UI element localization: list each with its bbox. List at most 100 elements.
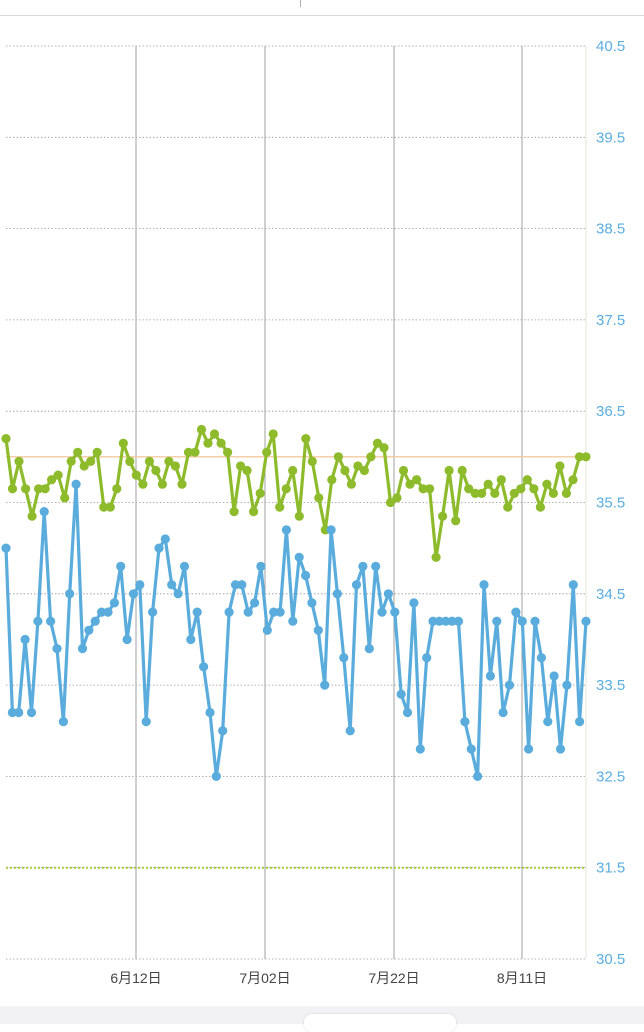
series-2-point <box>288 616 298 626</box>
series-1-point <box>470 488 480 498</box>
x-tick-label: 6月12日 <box>110 970 161 986</box>
series-1-point <box>40 484 50 494</box>
series-2-point <box>517 616 527 626</box>
series-1-point <box>333 452 343 462</box>
series-1-point <box>92 447 102 457</box>
series-1-point <box>288 465 298 476</box>
series-2-point <box>39 507 49 517</box>
series-2-point <box>460 717 470 727</box>
y-tick-label: 37.5 <box>596 312 625 329</box>
series-2-point <box>345 726 355 736</box>
series-1-point <box>177 479 187 489</box>
series-1-point <box>21 484 31 494</box>
y-tick-label: 35.5 <box>596 495 625 512</box>
series-2-point <box>434 616 444 626</box>
reference-lines <box>6 456 586 869</box>
series-2-point <box>65 589 75 599</box>
series-2-point <box>173 589 183 599</box>
series-2-point <box>498 707 508 718</box>
series-1-point <box>529 484 539 494</box>
series-1-point <box>314 493 324 503</box>
series-2-point <box>351 580 362 590</box>
series-2-point <box>109 598 119 608</box>
series-2-point <box>84 625 94 635</box>
segment-year[interactable] <box>480 1014 630 1032</box>
series-2-point <box>453 616 464 626</box>
series-1-point <box>262 447 272 457</box>
series-2-point <box>97 607 107 617</box>
series-1-point <box>73 447 83 457</box>
series-1-point <box>385 497 396 508</box>
y-axis-ticks: 40.5 39.5 38.5 37.5 36.5 35.5 34.5 33.5 32.5 31.5… <box>596 38 625 968</box>
series-1-point <box>542 479 552 489</box>
series-2-point <box>326 525 336 535</box>
series-1-point <box>183 447 194 457</box>
series-2-point <box>536 653 547 663</box>
series-2-point <box>211 771 221 782</box>
series-1-point <box>490 488 500 498</box>
series-2-point <box>422 653 432 663</box>
series-1-point <box>483 479 493 489</box>
x-tick-label: 7月22日 <box>368 970 419 986</box>
series-1-point <box>157 479 167 489</box>
series-2-point <box>575 717 585 727</box>
series-2-point <box>402 707 413 718</box>
series-1-point <box>379 443 389 453</box>
series-1-point <box>503 502 513 512</box>
series-2-point <box>473 771 483 782</box>
segment-month[interactable] <box>150 1014 280 1032</box>
series-2-point <box>555 744 566 754</box>
series-2-point <box>504 680 515 690</box>
segment-week[interactable] <box>6 1014 126 1032</box>
series-1-point <box>223 447 233 457</box>
series-2-point <box>148 607 158 617</box>
series-2-point <box>186 634 196 645</box>
series-1-point <box>216 438 226 448</box>
series-1-point <box>14 456 24 466</box>
series-1-point <box>112 484 122 494</box>
top-toolbar <box>0 0 644 16</box>
series-2-point <box>262 625 272 635</box>
series-1-point <box>555 461 565 471</box>
segment-3-months[interactable] <box>304 1014 456 1032</box>
series-1-point <box>392 493 402 503</box>
series-2-point <box>269 607 279 617</box>
series-1-point <box>281 484 291 494</box>
series-1-point <box>7 484 18 494</box>
series-1-point <box>170 461 180 471</box>
series-2-point <box>230 580 241 590</box>
y-tick-label: 36.5 <box>596 403 625 420</box>
series-2-point <box>179 561 190 572</box>
series-1-point <box>27 511 37 521</box>
series-1-point <box>203 438 213 448</box>
series-2-point <box>339 653 349 663</box>
series-1-point <box>327 475 337 485</box>
series-2-point <box>530 616 540 626</box>
series-2-point <box>116 561 126 572</box>
series-1-point <box>516 484 526 494</box>
series-1-point <box>138 479 148 489</box>
series-2-point <box>568 580 578 590</box>
series-2-point <box>294 552 304 562</box>
series-2-point <box>20 634 30 645</box>
series-1-point <box>522 475 532 485</box>
grid <box>6 45 587 960</box>
series-1-point <box>229 507 239 517</box>
series-2-point <box>154 543 164 553</box>
series-1-point <box>451 516 461 526</box>
series-1-point <box>60 493 70 503</box>
series-1-point <box>372 438 383 448</box>
series-1-point <box>425 484 435 494</box>
series-1-point <box>99 502 109 512</box>
series-2-point <box>71 479 81 489</box>
series-2-point <box>358 561 368 572</box>
series-layer <box>1 424 591 782</box>
series-1-point <box>366 452 376 462</box>
series-2-point <box>256 561 266 572</box>
series-2-point <box>301 570 311 581</box>
series-1-point <box>66 456 76 466</box>
series-1-point <box>301 434 311 444</box>
series-1-point <box>438 511 448 521</box>
series-2-point <box>396 689 406 699</box>
series-2-point <box>383 589 393 599</box>
